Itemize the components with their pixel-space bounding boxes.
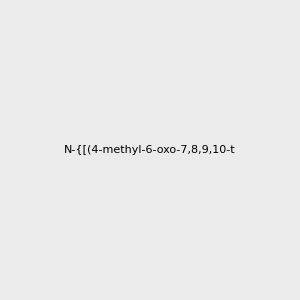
Text: N-{[(4-methyl-6-oxo-7,8,9,10-t: N-{[(4-methyl-6-oxo-7,8,9,10-t — [64, 145, 236, 155]
